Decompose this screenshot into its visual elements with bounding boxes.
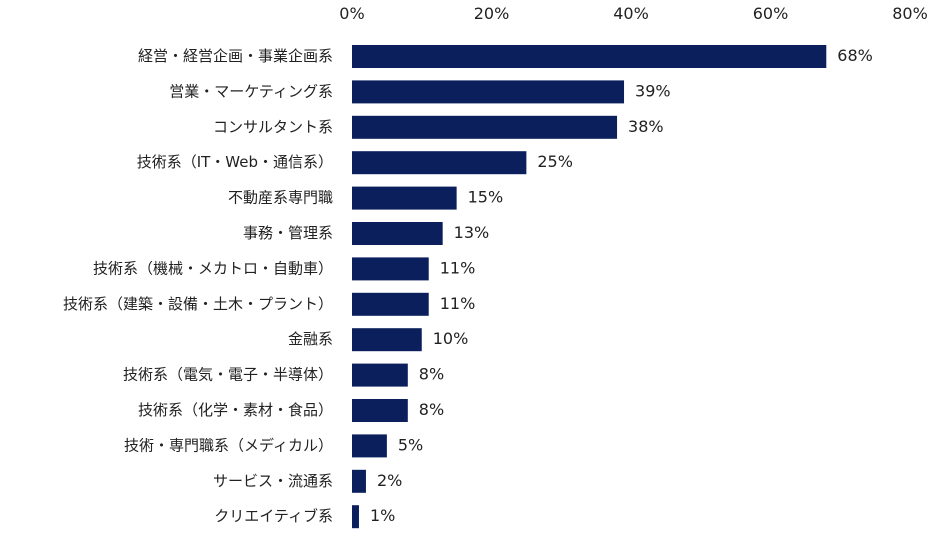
x-tick-label: 40%	[613, 4, 649, 23]
bar	[352, 292, 429, 316]
category-label: クリエイティブ系	[214, 507, 333, 525]
x-axis-ticks: 0% 20% 40% 60% 80%	[339, 4, 927, 23]
category-label: 技術系（電気・電子・半導体）	[123, 366, 333, 384]
bar	[352, 328, 422, 352]
bar	[352, 363, 408, 387]
bar	[352, 186, 457, 210]
category-label: 技術系（化学・素材・食品）	[138, 401, 333, 419]
value-label: 25%	[537, 152, 573, 171]
category-label: 営業・マーケティング系	[169, 82, 333, 100]
category-label: 技術・専門職系（メディカル）	[124, 436, 333, 454]
bar	[352, 434, 387, 458]
value-label: 38%	[628, 117, 664, 136]
value-label: 8%	[419, 400, 444, 419]
category-label: 不動産系専門職	[228, 189, 333, 207]
value-label: 10%	[433, 329, 469, 348]
bars	[352, 45, 827, 529]
value-label: 11%	[440, 258, 476, 277]
category-label: 技術系（機械・メカトロ・自動車）	[93, 259, 333, 277]
bar	[352, 222, 443, 245]
value-label: 11%	[440, 294, 476, 313]
value-label: 68%	[837, 46, 873, 65]
value-labels: 68% 39% 38% 25% 15% 13% 11% 11% 10% 8% 8% 5% 2% 1%	[370, 46, 873, 525]
x-tick-label: 80%	[892, 4, 928, 23]
bar	[352, 151, 527, 175]
category-labels: 経営・経営企画・事業企画系営業・マーケティング系コンサルタント系技術系（IT・W…	[63, 47, 333, 525]
category-label: 事務・管理系	[243, 224, 333, 242]
category-label: サービス・流通系	[213, 472, 333, 490]
value-label: 39%	[635, 81, 671, 100]
category-label: 技術系（IT・Web・通信系）	[137, 153, 333, 171]
bar	[352, 469, 366, 493]
x-tick-label: 0%	[339, 4, 364, 23]
value-label: 5%	[398, 435, 423, 454]
bar	[352, 505, 359, 529]
bar	[352, 80, 625, 104]
value-label: 8%	[419, 365, 444, 384]
value-label: 2%	[377, 471, 402, 490]
category-label: 技術系（建築・設備・土木・プラント）	[63, 295, 333, 313]
category-label: コンサルタント系	[213, 118, 333, 136]
value-label: 15%	[468, 188, 504, 207]
bar	[352, 399, 408, 422]
x-tick-label: 20%	[474, 4, 510, 23]
bar	[352, 257, 429, 281]
value-label: 13%	[454, 223, 490, 242]
category-label: 経営・経営企画・事業企画系	[138, 47, 333, 65]
bar	[352, 115, 618, 139]
bar	[352, 45, 827, 68]
value-label: 1%	[370, 506, 395, 525]
category-label: 金融系	[288, 330, 333, 348]
x-tick-label: 60%	[753, 4, 789, 23]
